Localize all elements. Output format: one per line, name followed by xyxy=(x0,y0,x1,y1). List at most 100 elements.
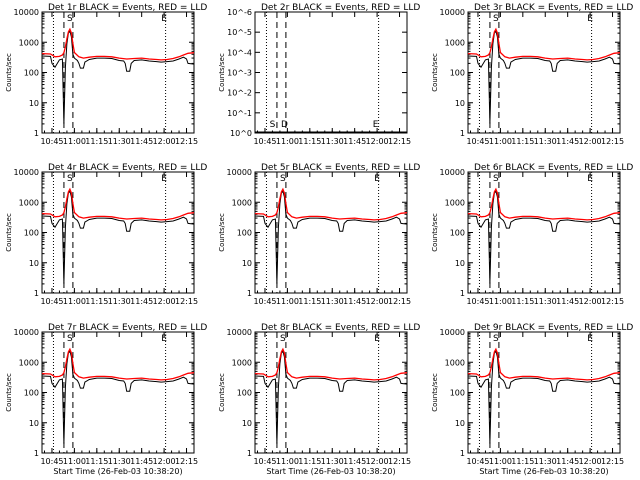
panel-title: Det 9r BLACK = Events, RED = LLD xyxy=(474,323,633,333)
x-tick-label: 11:45 xyxy=(556,137,579,146)
y-axis-label: Counts/sec xyxy=(5,53,13,92)
panel-title: Det 8r BLACK = Events, RED = LLD xyxy=(261,323,420,333)
y-tick-label: 10000 xyxy=(440,168,465,177)
x-tick-label: 11:45 xyxy=(556,457,579,466)
y-tick-label: 1000 xyxy=(445,38,465,47)
x-tick-label: 10:45 xyxy=(466,457,489,466)
y-tick-label: 100 xyxy=(24,69,39,78)
x-tick-label: 10:45 xyxy=(253,297,276,306)
x-tick-label: 11:00 xyxy=(489,137,512,146)
x-axis-label: Start Time (26-Feb-03 10:38:20) xyxy=(266,467,395,476)
y-tick-label: 10 xyxy=(29,259,39,268)
y-tick-label: 10^-4 xyxy=(227,48,252,57)
x-tick-label: 10:45 xyxy=(253,457,276,466)
y-tick-label: 1 xyxy=(460,129,465,138)
panel-det-3: Det 3r BLACK = Events, RED = LLD Counts/s… xyxy=(431,3,633,146)
x-tick-label: 11:30 xyxy=(534,457,557,466)
y-tick-label: 1 xyxy=(34,289,39,298)
x-tick-label: 11:45 xyxy=(130,137,153,146)
panel-title: Det 6r BLACK = Events, RED = LLD xyxy=(474,163,633,173)
panel-det-9: Det 9r BLACK = Events, RED = LLD Counts/s… xyxy=(431,323,633,476)
x-tick-label: 10:45 xyxy=(466,297,489,306)
annotation-label: S xyxy=(493,334,499,344)
series-events-line xyxy=(467,30,621,124)
panel-det-6: Det 6r BLACK = Events, RED = LLD Counts/s… xyxy=(431,163,633,306)
annotation-label: E xyxy=(161,14,167,24)
x-tick-label: 11:30 xyxy=(108,457,131,466)
panel-det-2: Det 2r BLACK = Events, RED = LLD Counts/s… xyxy=(218,3,420,146)
x-tick-label: 11:00 xyxy=(276,297,299,306)
y-tick-label: 100 xyxy=(237,229,252,238)
annotation-label: E xyxy=(161,174,167,184)
panel-title: Det 7r BLACK = Events, RED = LLD xyxy=(48,323,207,333)
x-tick-label: 11:00 xyxy=(276,137,299,146)
annotation-label: D xyxy=(281,120,288,130)
y-tick-label: 1000 xyxy=(232,358,252,367)
x-tick-label: 11:30 xyxy=(534,297,557,306)
y-tick-label: 1000 xyxy=(19,198,39,207)
y-tick-label: 100 xyxy=(450,69,465,78)
panel-title: Det 2r BLACK = Events, RED = LLD xyxy=(261,3,420,13)
y-tick-label: 100 xyxy=(24,389,39,398)
y-tick-label: 10^0 xyxy=(230,129,252,138)
x-tick-label: 11:15 xyxy=(511,297,534,306)
series-lld-line xyxy=(254,187,408,221)
annotation-label: S xyxy=(280,334,286,344)
panel-title: Det 1r BLACK = Events, RED = LLD xyxy=(48,3,207,13)
x-tick-label: 11:00 xyxy=(489,457,512,466)
panel-det-4: Det 4r BLACK = Events, RED = LLD Counts/s… xyxy=(5,163,207,306)
annotation-label: E xyxy=(587,334,593,344)
y-tick-label: 1 xyxy=(34,129,39,138)
y-tick-label: 10 xyxy=(455,419,465,428)
y-tick-label: 1 xyxy=(247,449,252,458)
y-axis-label: Counts/sec xyxy=(5,213,13,252)
y-tick-label: 100 xyxy=(237,389,252,398)
series-lld-line xyxy=(41,27,195,61)
x-tick-label: 11:45 xyxy=(343,457,366,466)
series-lld-line xyxy=(41,347,195,381)
y-tick-label: 10000 xyxy=(440,8,465,17)
y-tick-label: 10^-1 xyxy=(227,109,252,118)
y-tick-label: 10 xyxy=(242,419,252,428)
annotation-label: S xyxy=(493,14,499,24)
y-tick-label: 10^-3 xyxy=(227,69,252,78)
y-tick-label: 1 xyxy=(460,289,465,298)
annotation-label: E xyxy=(161,334,167,344)
x-tick-label: 11:30 xyxy=(108,297,131,306)
x-tick-label: 11:00 xyxy=(63,137,86,146)
x-tick-label: 12:15 xyxy=(601,137,624,146)
x-tick-label: 11:45 xyxy=(343,297,366,306)
x-tick-label: 11:00 xyxy=(276,457,299,466)
annotation-label: S xyxy=(67,174,73,184)
annotation-label: S xyxy=(67,14,73,24)
y-axis-label: Counts/sec xyxy=(218,213,226,252)
x-tick-label: 10:45 xyxy=(40,457,63,466)
x-tick-label: 11:15 xyxy=(298,457,321,466)
y-tick-label: 1000 xyxy=(445,358,465,367)
x-tick-label: 12:15 xyxy=(388,457,411,466)
y-tick-label: 10000 xyxy=(14,8,39,17)
x-tick-label: 11:15 xyxy=(85,297,108,306)
annotation-label: E xyxy=(374,334,380,344)
panel-det-1: Det 1r BLACK = Events, RED = LLD Counts/s… xyxy=(5,3,207,146)
x-tick-label: 10:45 xyxy=(466,137,489,146)
series-lld-line xyxy=(467,27,621,61)
y-tick-label: 1000 xyxy=(445,198,465,207)
x-tick-label: 11:00 xyxy=(63,297,86,306)
y-axis-label: Counts/sec xyxy=(431,213,439,252)
y-tick-label: 1 xyxy=(34,449,39,458)
x-tick-label: 11:30 xyxy=(321,457,344,466)
y-tick-label: 100 xyxy=(450,389,465,398)
annotation-label: E xyxy=(587,14,593,24)
x-tick-label: 11:15 xyxy=(298,297,321,306)
y-tick-label: 10000 xyxy=(14,168,39,177)
x-tick-label: 12:00 xyxy=(153,137,176,146)
x-tick-label: 11:15 xyxy=(511,457,534,466)
y-tick-label: 10 xyxy=(455,99,465,108)
x-tick-label: 12:15 xyxy=(175,137,198,146)
series-events-line xyxy=(41,30,195,124)
y-tick-label: 10 xyxy=(29,99,39,108)
panel-det-7: Det 7r BLACK = Events, RED = LLD Counts/s… xyxy=(5,323,207,476)
panel-title: Det 3r BLACK = Events, RED = LLD xyxy=(474,3,633,13)
